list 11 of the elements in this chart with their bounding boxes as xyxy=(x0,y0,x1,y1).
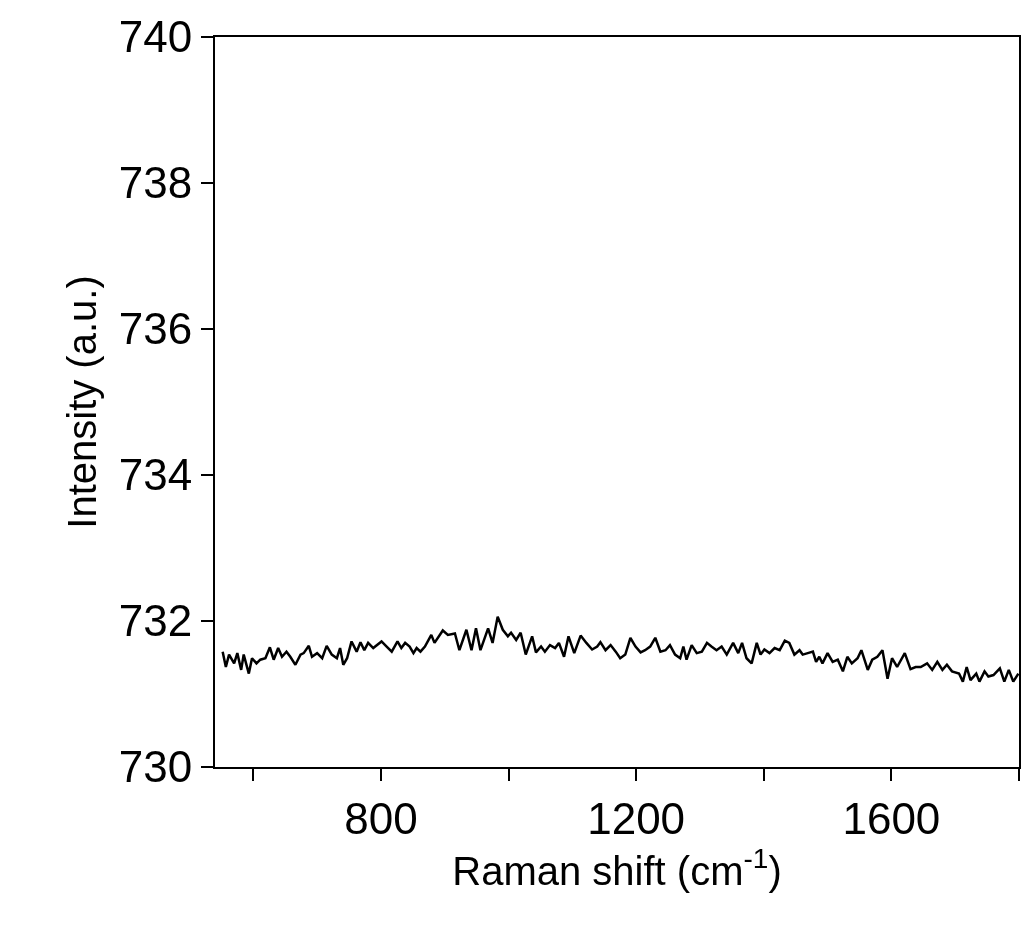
x-tick-label: 1600 xyxy=(842,793,941,843)
y-axis-title: Intensity (a.u.) xyxy=(59,275,104,529)
y-tick-label: 736 xyxy=(118,304,193,354)
x-axis-title: Raman shift (cm$^{-1}$) xyxy=(452,842,782,893)
y-tick-label: 740 xyxy=(118,12,193,62)
y-tick-label: 730 xyxy=(118,742,193,792)
y-tick-label: 734 xyxy=(118,450,193,500)
y-tick-label: 738 xyxy=(118,158,193,208)
x-tick-label: 800 xyxy=(344,793,418,843)
x-tick-label: 1200 xyxy=(587,793,686,843)
y-tick-label: 732 xyxy=(118,596,193,646)
